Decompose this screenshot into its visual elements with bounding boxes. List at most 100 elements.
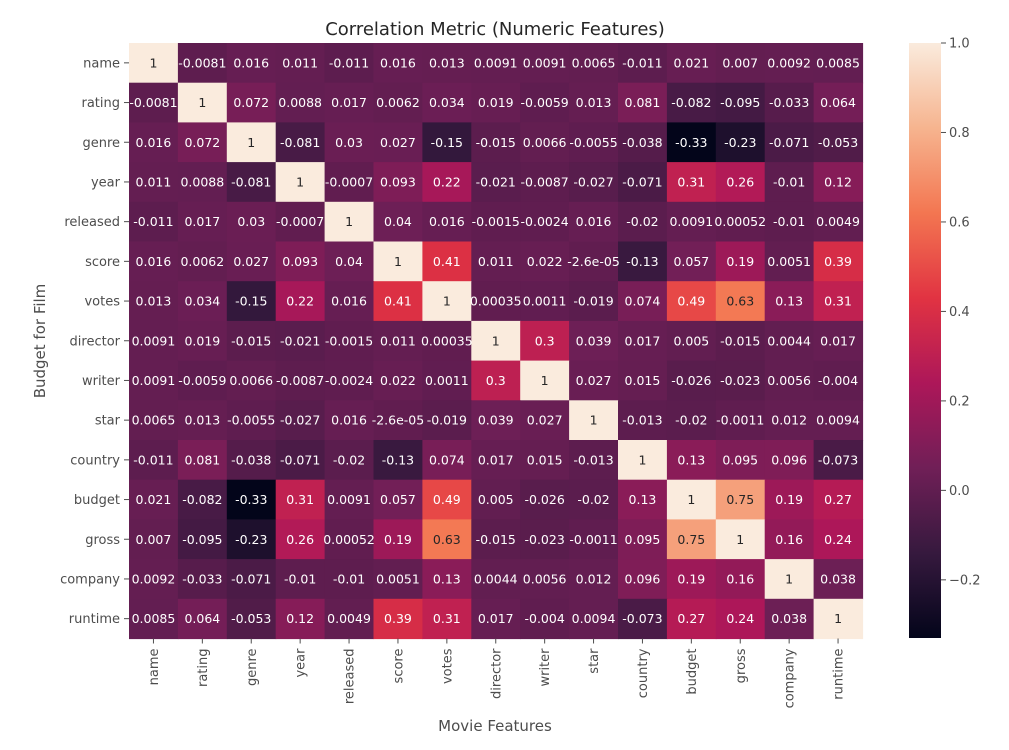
heatmap-cell bbox=[520, 162, 570, 203]
heatmap-cell bbox=[520, 82, 570, 123]
heatmap-cell-label: 0.0092 bbox=[767, 55, 811, 70]
heatmap-cell bbox=[520, 281, 570, 322]
heatmap-cell bbox=[618, 479, 668, 520]
heatmap-cell bbox=[520, 122, 570, 163]
heatmap-cell-label: -0.0081 bbox=[129, 95, 177, 110]
heatmap-cell-label: 1 bbox=[296, 174, 304, 189]
heatmap-cell bbox=[666, 43, 717, 84]
heatmap-cell-label: -0.027 bbox=[573, 174, 613, 189]
heatmap-cell-label: -0.015 bbox=[231, 333, 271, 348]
heatmap-cell bbox=[275, 400, 326, 441]
heatmap-cell-label: 0.095 bbox=[722, 452, 758, 467]
heatmap-cell-label: 0.49 bbox=[433, 492, 461, 507]
heatmap-cell bbox=[373, 598, 423, 640]
heatmap-cell bbox=[813, 559, 864, 600]
x-tick-label: year bbox=[294, 648, 309, 678]
heatmap-cell-label: 1 bbox=[736, 532, 744, 547]
heatmap-cell-label: 0.013 bbox=[136, 294, 172, 309]
heatmap-cell bbox=[569, 479, 619, 520]
heatmap-cell-label: 0.093 bbox=[282, 254, 318, 269]
heatmap-cell-label: -0.02 bbox=[675, 413, 707, 428]
heatmap-cell bbox=[715, 241, 766, 282]
heatmap-cell bbox=[813, 400, 864, 441]
heatmap-cell-label: -0.0055 bbox=[569, 135, 617, 150]
heatmap-cell-label: 0.017 bbox=[625, 333, 661, 348]
colorbar-tick-label: 1.0 bbox=[949, 37, 970, 52]
heatmap-cell bbox=[618, 400, 668, 441]
heatmap-cell-label: 0.034 bbox=[429, 95, 465, 110]
heatmap-cell bbox=[324, 519, 375, 560]
heatmap-cell bbox=[373, 400, 423, 441]
heatmap-cell bbox=[422, 82, 472, 123]
heatmap-cell-label: -0.23 bbox=[724, 135, 756, 150]
heatmap-cell-label: -0.082 bbox=[671, 95, 711, 110]
heatmap-cell bbox=[618, 440, 668, 481]
heatmap-cell-labels: 1 -0.0081 0.016 0.011 -0.011 0.016 0.013 0.0091… bbox=[129, 55, 860, 626]
heatmap-cell-label: 0.021 bbox=[136, 492, 172, 507]
heatmap-cell bbox=[666, 122, 717, 163]
heatmap-cell bbox=[129, 162, 179, 203]
heatmap-cell bbox=[764, 281, 815, 322]
heatmap-cell bbox=[471, 360, 521, 401]
heatmap-cell bbox=[520, 479, 570, 520]
heatmap-cell bbox=[764, 360, 815, 401]
heatmap-cell-label: -0.095 bbox=[720, 95, 760, 110]
heatmap-cell-label: 0.41 bbox=[433, 254, 461, 269]
heatmap-cell bbox=[324, 559, 375, 600]
heatmap-cell bbox=[569, 122, 619, 163]
heatmap-cell bbox=[715, 440, 766, 481]
heatmap-cell-label: 0.016 bbox=[136, 254, 172, 269]
heatmap-cell bbox=[177, 360, 228, 401]
x-axis-ticks: name rating genre year released score votes dir… bbox=[147, 638, 847, 708]
heatmap-cell-label: -0.071 bbox=[280, 452, 320, 467]
heatmap-cell bbox=[422, 479, 472, 520]
heatmap-cell bbox=[715, 320, 766, 362]
y-tick-label: votes bbox=[84, 295, 120, 310]
heatmap-cell-label: -0.01 bbox=[333, 571, 365, 586]
x-axis-label: Movie Features bbox=[438, 717, 552, 735]
heatmap-cell-label: -2.6e-05 bbox=[372, 413, 425, 428]
heatmap-cell-label: 0.0049 bbox=[816, 214, 860, 229]
heatmap-cell-label: 0.017 bbox=[184, 214, 220, 229]
heatmap-cell-label: 1 bbox=[834, 611, 842, 626]
heatmap-cell bbox=[618, 281, 668, 322]
heatmap-cell bbox=[764, 241, 815, 282]
heatmap-cell-label: 0.0056 bbox=[767, 373, 811, 388]
heatmap-cell-label: -0.0015 bbox=[325, 333, 373, 348]
heatmap-cell-label: 0.0094 bbox=[572, 611, 616, 626]
heatmap-cell bbox=[471, 320, 521, 362]
heatmap-cell-label: 0.038 bbox=[820, 571, 856, 586]
colorbar-gradient bbox=[909, 43, 941, 638]
heatmap-cell-label: -0.0059 bbox=[521, 95, 569, 110]
heatmap-cell bbox=[177, 82, 228, 123]
heatmap-cell-label: 0.31 bbox=[677, 174, 705, 189]
heatmap-cell-label: 0.13 bbox=[629, 492, 657, 507]
heatmap-cell-label: 0.16 bbox=[775, 532, 803, 547]
heatmap-cell-label: 0.0062 bbox=[376, 95, 420, 110]
heatmap-cell bbox=[373, 162, 423, 203]
heatmap-cell bbox=[715, 360, 766, 401]
heatmap-cell bbox=[569, 400, 619, 441]
heatmap-cell bbox=[569, 201, 619, 243]
y-tick-label: released bbox=[64, 215, 120, 230]
heatmap-cell bbox=[520, 559, 570, 600]
y-axis-ticks: name rating genre year released score votes dir… bbox=[60, 56, 129, 627]
heatmap-cell-label: 0.072 bbox=[233, 95, 269, 110]
heatmap-cell bbox=[471, 400, 521, 441]
heatmap-cell bbox=[422, 43, 472, 84]
heatmap-cell-label: 0.027 bbox=[380, 135, 416, 150]
heatmap-cell-label: -0.027 bbox=[280, 413, 320, 428]
heatmap-cell-label: 0.019 bbox=[184, 333, 220, 348]
heatmap-cell-label: 1 bbox=[345, 214, 353, 229]
heatmap-cell bbox=[373, 440, 423, 481]
heatmap-cell bbox=[324, 440, 375, 481]
heatmap-cell bbox=[813, 201, 864, 243]
heatmap-cell-label: 0.39 bbox=[824, 254, 852, 269]
heatmap-cell bbox=[373, 479, 423, 520]
heatmap-cell bbox=[324, 201, 375, 243]
heatmap-cell bbox=[764, 201, 815, 243]
heatmap-cell bbox=[129, 559, 179, 600]
heatmap-cell-label: -0.033 bbox=[769, 95, 809, 110]
heatmap-cell bbox=[764, 559, 815, 600]
heatmap-cell-label: 0.13 bbox=[775, 294, 803, 309]
